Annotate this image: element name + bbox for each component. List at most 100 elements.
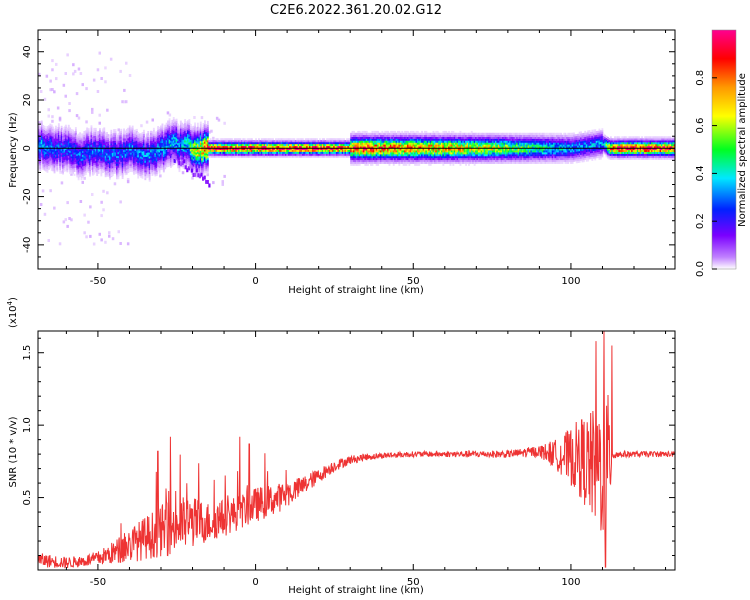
heatmap-cell <box>214 151 216 154</box>
heatmap-cell <box>243 155 246 158</box>
heatmap-cell <box>199 142 202 146</box>
heatmap-cell <box>73 137 76 140</box>
heatmap-cell <box>416 136 419 139</box>
heatmap-cell <box>184 149 187 153</box>
heatmap-cell <box>404 161 406 164</box>
heatmap-cell <box>408 157 411 161</box>
heatmap-cell <box>347 145 350 149</box>
heatmap-cell <box>425 142 428 145</box>
heatmap-cell <box>147 148 150 151</box>
heatmap-cell <box>258 147 260 150</box>
heatmap-cell <box>133 159 135 162</box>
heatmap-cell <box>82 172 84 175</box>
heatmap-cell <box>307 151 310 154</box>
heatmap-cell <box>66 150 69 153</box>
heatmap-cell <box>111 137 114 140</box>
heatmap-cell <box>80 170 83 173</box>
heatmap-cell <box>411 140 414 143</box>
heatmap-cell <box>324 143 327 147</box>
heatmap-cell <box>160 144 162 147</box>
heatmap-cell <box>293 153 296 156</box>
heatmap-cell <box>100 135 103 138</box>
heatmap-cell <box>53 206 56 210</box>
heatmap-cell <box>90 134 93 138</box>
heatmap-cell <box>286 147 289 150</box>
heatmap-cell <box>57 163 60 166</box>
heatmap-cell <box>401 146 404 149</box>
heatmap-cell <box>216 138 219 141</box>
heatmap-cell <box>55 160 57 163</box>
heatmap-cell <box>144 137 147 140</box>
heatmap-cell <box>205 124 208 127</box>
heatmap-cell <box>290 145 293 149</box>
heatmap-cell <box>195 162 198 165</box>
heatmap-cell <box>218 153 221 156</box>
heatmap-cell <box>131 164 134 167</box>
heatmap-cell <box>185 163 188 166</box>
heatmap-cell <box>133 166 135 169</box>
heatmap-cell <box>177 142 179 146</box>
heatmap-cell <box>45 153 47 156</box>
heatmap-cell <box>233 155 236 158</box>
heatmap-cell <box>130 160 133 163</box>
heatmap-cell <box>147 173 150 176</box>
heatmap-cell <box>178 150 181 153</box>
heatmap-cell <box>60 129 63 132</box>
heatmap-cell <box>63 148 66 151</box>
heatmap-cell <box>296 153 299 156</box>
heatmap-cell <box>170 125 172 128</box>
heatmap-cell <box>187 133 189 137</box>
heatmap-cell <box>328 143 331 147</box>
heatmap-cell <box>433 161 436 164</box>
heatmap-cell <box>181 134 184 137</box>
heatmap-cell <box>121 136 124 139</box>
heatmap-cell <box>212 136 215 140</box>
heatmap-cell <box>177 140 179 144</box>
heatmap-cell <box>189 129 192 132</box>
heatmap-cell <box>90 162 93 165</box>
heatmap-cell <box>399 144 402 147</box>
heatmap-cell <box>205 128 208 131</box>
heatmap-cell <box>106 157 108 160</box>
heatmap-cell <box>361 161 364 164</box>
heatmap-cell <box>294 149 297 152</box>
heatmap-cell <box>53 130 56 133</box>
heatmap-cell <box>144 166 147 169</box>
heatmap-cell <box>42 136 45 139</box>
heatmap-cell <box>97 146 100 149</box>
heatmap-cell <box>198 146 201 149</box>
heatmap-cell <box>202 148 205 151</box>
heatmap-cell <box>358 148 361 151</box>
heatmap-cell <box>204 164 206 167</box>
heatmap-cell <box>123 167 125 170</box>
heatmap-cell <box>93 133 96 136</box>
heatmap-cell <box>133 157 135 160</box>
heatmap-cell <box>143 151 145 154</box>
heatmap-cell <box>101 170 104 174</box>
heatmap-cell <box>384 144 387 147</box>
heatmap-cell <box>75 114 79 118</box>
heatmap-cell <box>137 164 140 167</box>
heatmap-cell <box>62 149 64 152</box>
heatmap-cell <box>416 159 419 163</box>
heatmap-cell <box>194 122 196 125</box>
heatmap-cell <box>49 137 52 140</box>
heatmap-cell <box>206 140 209 143</box>
heatmap-cell <box>212 153 215 156</box>
heatmap-cell <box>55 133 57 136</box>
heatmap-cell <box>361 140 364 143</box>
heatmap-cell <box>67 126 70 129</box>
heatmap-cell <box>262 153 265 156</box>
heatmap-cell <box>120 134 123 137</box>
heatmap-cell <box>196 157 199 160</box>
heatmap-cell <box>147 163 150 166</box>
heatmap-cell <box>292 140 294 143</box>
heatmap-cell <box>215 147 218 150</box>
heatmap-cell <box>337 155 340 158</box>
heatmap-cell <box>252 149 255 152</box>
heatmap-cell <box>314 140 317 143</box>
heatmap-cell <box>364 148 367 151</box>
heatmap-cell <box>126 140 128 143</box>
heatmap-cell <box>39 203 43 206</box>
heatmap-cell <box>199 169 202 173</box>
